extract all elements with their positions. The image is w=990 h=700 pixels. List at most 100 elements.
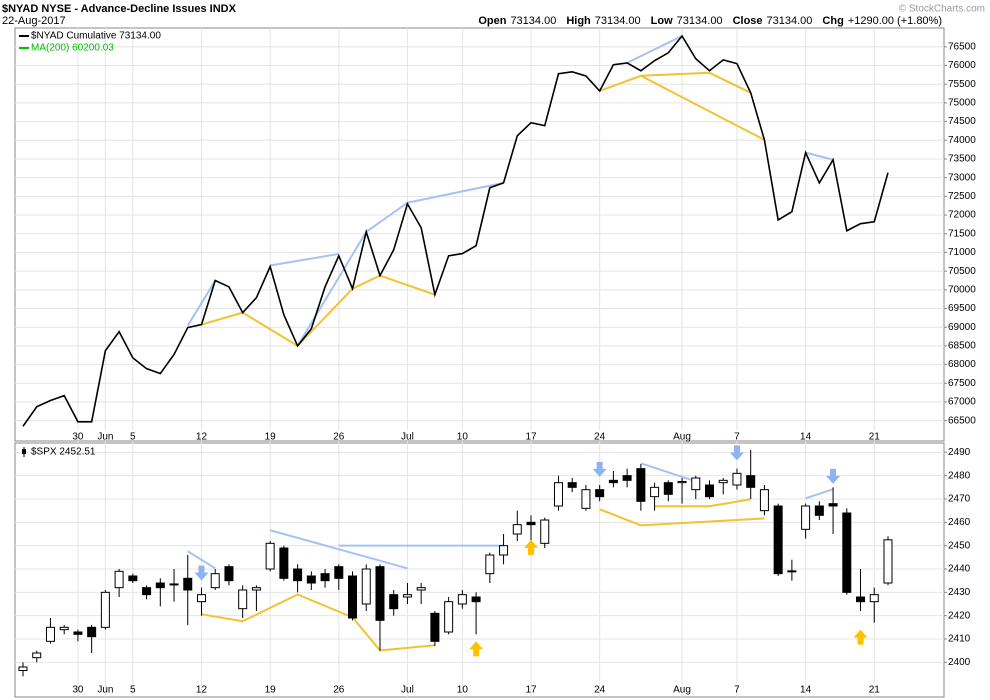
x-tick-label: Jul bbox=[401, 685, 414, 696]
y-tick-label: 67500 bbox=[948, 378, 976, 389]
quote-value: 73134.00 bbox=[595, 15, 641, 27]
up-arrow bbox=[524, 539, 539, 555]
x-tick-label: Jun bbox=[97, 685, 113, 696]
candle-body bbox=[59, 626, 69, 631]
x-tick-label: 10 bbox=[457, 432, 469, 443]
quote-label: High bbox=[566, 15, 591, 27]
candle-body bbox=[650, 486, 660, 498]
x-tick-label: 26 bbox=[333, 432, 345, 443]
y-tick-label: 2480 bbox=[948, 470, 971, 481]
y-tick-label: 2420 bbox=[948, 610, 971, 621]
y-tick-label: 75500 bbox=[948, 79, 976, 90]
y-tick-label: 76500 bbox=[948, 41, 976, 52]
y-tick-label: 74500 bbox=[948, 116, 976, 127]
trendline bbox=[640, 462, 697, 483]
candle-body bbox=[787, 570, 797, 573]
candle-body bbox=[183, 577, 193, 591]
x-tick-label: 5 bbox=[130, 685, 136, 696]
down-arrow bbox=[194, 565, 209, 581]
x-tick-label: Jun bbox=[97, 432, 113, 443]
y-tick-label: 74000 bbox=[948, 135, 976, 146]
candle-body bbox=[567, 482, 577, 488]
y-tick-label: 69500 bbox=[948, 303, 976, 314]
candle-body bbox=[114, 570, 124, 589]
x-tick-label: 26 bbox=[333, 685, 345, 696]
candle-body bbox=[348, 575, 358, 619]
candle-body bbox=[663, 482, 673, 495]
y-tick-label: 69000 bbox=[948, 322, 976, 333]
chart-date: 22-Aug-2017 bbox=[2, 15, 66, 27]
y-tick-label: 71500 bbox=[948, 228, 976, 239]
candle-body bbox=[581, 489, 591, 509]
trendline bbox=[599, 508, 765, 527]
trendline bbox=[805, 488, 834, 500]
trendline bbox=[269, 529, 408, 570]
x-tick-label: 12 bbox=[196, 685, 208, 696]
candle-body bbox=[306, 575, 316, 584]
x-tick-label: 17 bbox=[525, 432, 537, 443]
down-arrow bbox=[592, 461, 607, 477]
x-tick-label: 19 bbox=[265, 432, 277, 443]
candle-body bbox=[430, 612, 440, 642]
legend-label: $SPX 2452.51 bbox=[31, 447, 96, 458]
candle-body bbox=[416, 587, 426, 591]
quote-value: 73134.00 bbox=[767, 15, 813, 27]
x-tick-label: 5 bbox=[130, 432, 136, 443]
candle-body bbox=[251, 587, 261, 591]
candle-body bbox=[155, 582, 165, 589]
candle-body bbox=[32, 652, 42, 659]
chart-title: $NYAD NYSE - Advance-Decline Issues INDX bbox=[2, 3, 237, 15]
candle-body bbox=[375, 566, 385, 621]
candle-body bbox=[265, 542, 275, 570]
y-tick-label: 68500 bbox=[948, 341, 976, 352]
candle-body bbox=[595, 489, 605, 498]
candle-body bbox=[100, 591, 110, 628]
candle-body bbox=[169, 583, 179, 586]
trendline bbox=[201, 593, 435, 652]
candle-body bbox=[499, 545, 509, 556]
trendline bbox=[654, 498, 751, 508]
candle-body bbox=[457, 594, 467, 605]
y-tick-label: 72500 bbox=[948, 191, 976, 202]
candle-body bbox=[361, 568, 371, 605]
candle-body bbox=[828, 503, 838, 507]
x-tick-label: 30 bbox=[72, 432, 84, 443]
candle-body bbox=[842, 512, 852, 593]
y-tick-label: 2400 bbox=[948, 657, 971, 668]
x-tick-label: 24 bbox=[594, 685, 606, 696]
candle-body bbox=[677, 481, 687, 484]
legend-swatch bbox=[22, 449, 26, 454]
y-tick-label: 76000 bbox=[948, 60, 976, 71]
legend-label: $NYAD Cumulative 73134.00 bbox=[31, 31, 161, 42]
y-tick-label: 75000 bbox=[948, 98, 976, 109]
x-tick-label: 21 bbox=[869, 432, 881, 443]
y-tick-label: 2410 bbox=[948, 634, 971, 645]
y-tick-label: 70500 bbox=[948, 266, 976, 277]
y-tick-label: 68000 bbox=[948, 359, 976, 370]
candle-body bbox=[279, 547, 289, 579]
candle-body bbox=[293, 568, 303, 582]
candle-body bbox=[402, 594, 412, 598]
y-tick-label: 71000 bbox=[948, 247, 976, 258]
candle-body bbox=[691, 477, 701, 491]
quote: Open 73134.00 High 73134.00 Low 73134.00 Close… bbox=[478, 15, 942, 27]
x-tick-label: 14 bbox=[800, 685, 812, 696]
candle-body bbox=[732, 472, 742, 486]
legend-label: MA(200) 60200.03 bbox=[31, 43, 114, 54]
quote-label: Close bbox=[733, 15, 763, 27]
trendline bbox=[805, 151, 834, 161]
candle-body bbox=[705, 484, 714, 498]
y-tick-label: 2470 bbox=[948, 494, 971, 505]
y-tick-label: 2430 bbox=[948, 587, 971, 598]
trendline bbox=[640, 74, 765, 141]
up-arrow bbox=[469, 641, 484, 657]
candle-body bbox=[45, 626, 55, 642]
trendline bbox=[186, 279, 217, 327]
candle-body bbox=[196, 594, 206, 603]
candle-body bbox=[773, 505, 783, 575]
candle-body bbox=[224, 566, 234, 582]
candle-body bbox=[142, 587, 152, 596]
x-tick-label: 7 bbox=[734, 685, 740, 696]
